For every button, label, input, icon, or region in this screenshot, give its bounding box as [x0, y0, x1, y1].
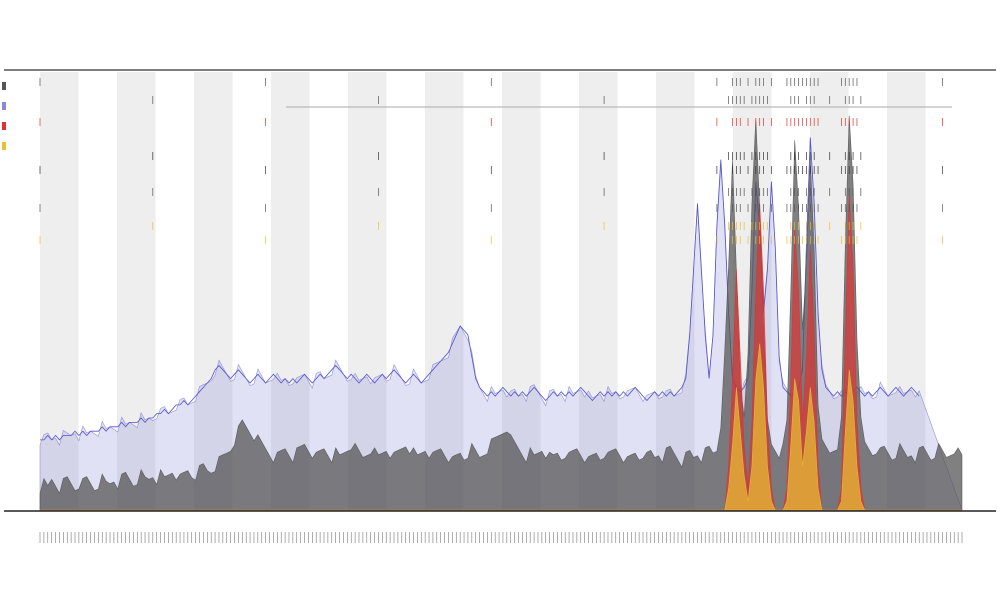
legend-item: [2, 120, 16, 140]
x-tick-labels: [39, 532, 963, 543]
background-band: [579, 72, 618, 510]
legend-item: [2, 80, 16, 100]
legend-item: [2, 140, 16, 160]
background-band: [194, 72, 233, 510]
legend-item: [2, 100, 16, 120]
background-band: [656, 72, 695, 510]
legend: [2, 80, 16, 160]
legend-swatch: [2, 122, 6, 130]
background-band: [117, 72, 156, 510]
annotation-marks: [39, 78, 943, 244]
series-line: [40, 137, 920, 441]
legend-swatch: [2, 82, 6, 90]
series-areas: [39, 115, 963, 511]
background-band: [348, 72, 387, 510]
background-band: [271, 72, 310, 510]
legend-swatch: [2, 102, 6, 110]
background-band: [887, 72, 926, 510]
series-area: [40, 343, 962, 511]
legend-swatch: [2, 142, 6, 150]
background-band: [425, 72, 464, 510]
